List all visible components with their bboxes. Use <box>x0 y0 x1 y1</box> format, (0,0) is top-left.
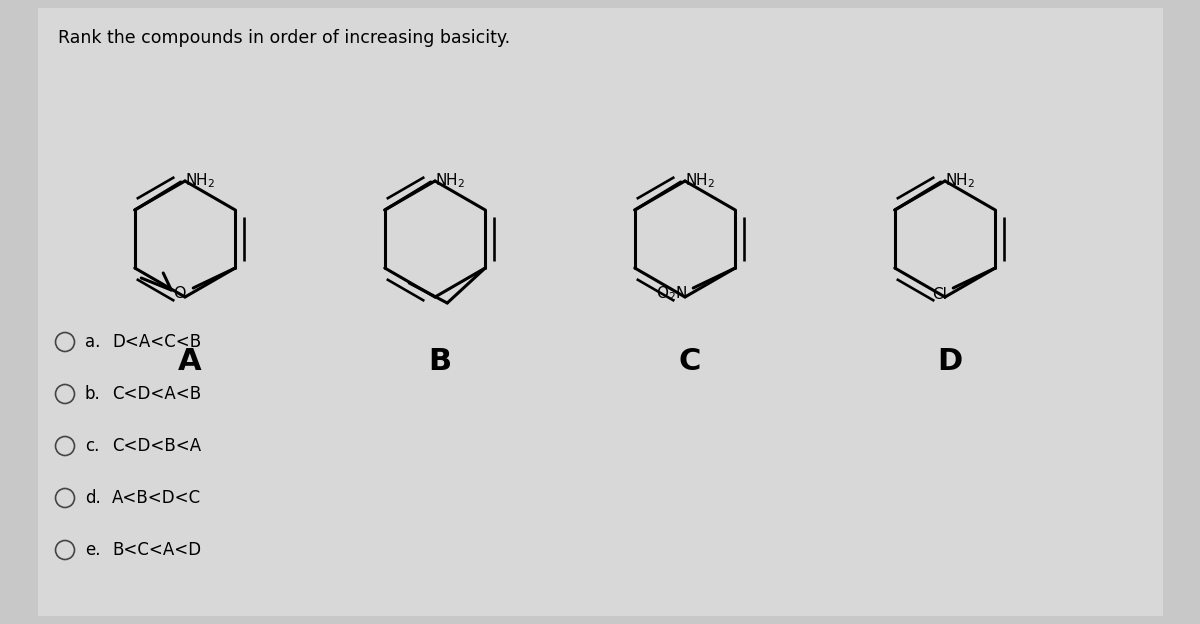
Text: a.: a. <box>85 333 101 351</box>
Text: e.: e. <box>85 541 101 559</box>
Text: Cl: Cl <box>932 286 947 301</box>
Text: O: O <box>173 286 186 301</box>
Text: D: D <box>937 347 962 376</box>
Text: C<D<A<B: C<D<A<B <box>112 385 202 403</box>
Text: NH$_2$: NH$_2$ <box>185 172 215 190</box>
Circle shape <box>55 384 74 404</box>
Text: NH$_2$: NH$_2$ <box>434 172 464 190</box>
Text: NH$_2$: NH$_2$ <box>944 172 974 190</box>
Text: NH$_2$: NH$_2$ <box>685 172 715 190</box>
Text: d.: d. <box>85 489 101 507</box>
Text: C<D<B<A: C<D<B<A <box>112 437 202 455</box>
Text: B: B <box>428 347 451 376</box>
Text: C: C <box>679 347 701 376</box>
Text: B<C<A<D: B<C<A<D <box>112 541 202 559</box>
Text: b.: b. <box>85 385 101 403</box>
FancyBboxPatch shape <box>38 8 1163 616</box>
Text: A: A <box>178 347 202 376</box>
Text: c.: c. <box>85 437 100 455</box>
Circle shape <box>55 489 74 507</box>
Text: D<A<C<B: D<A<C<B <box>112 333 202 351</box>
Text: O$_2$N: O$_2$N <box>656 285 688 303</box>
Circle shape <box>55 333 74 351</box>
Circle shape <box>55 540 74 560</box>
Text: Rank the compounds in order of increasing basicity.: Rank the compounds in order of increasin… <box>58 29 510 47</box>
Text: A<B<D<C: A<B<D<C <box>112 489 202 507</box>
Circle shape <box>55 437 74 456</box>
